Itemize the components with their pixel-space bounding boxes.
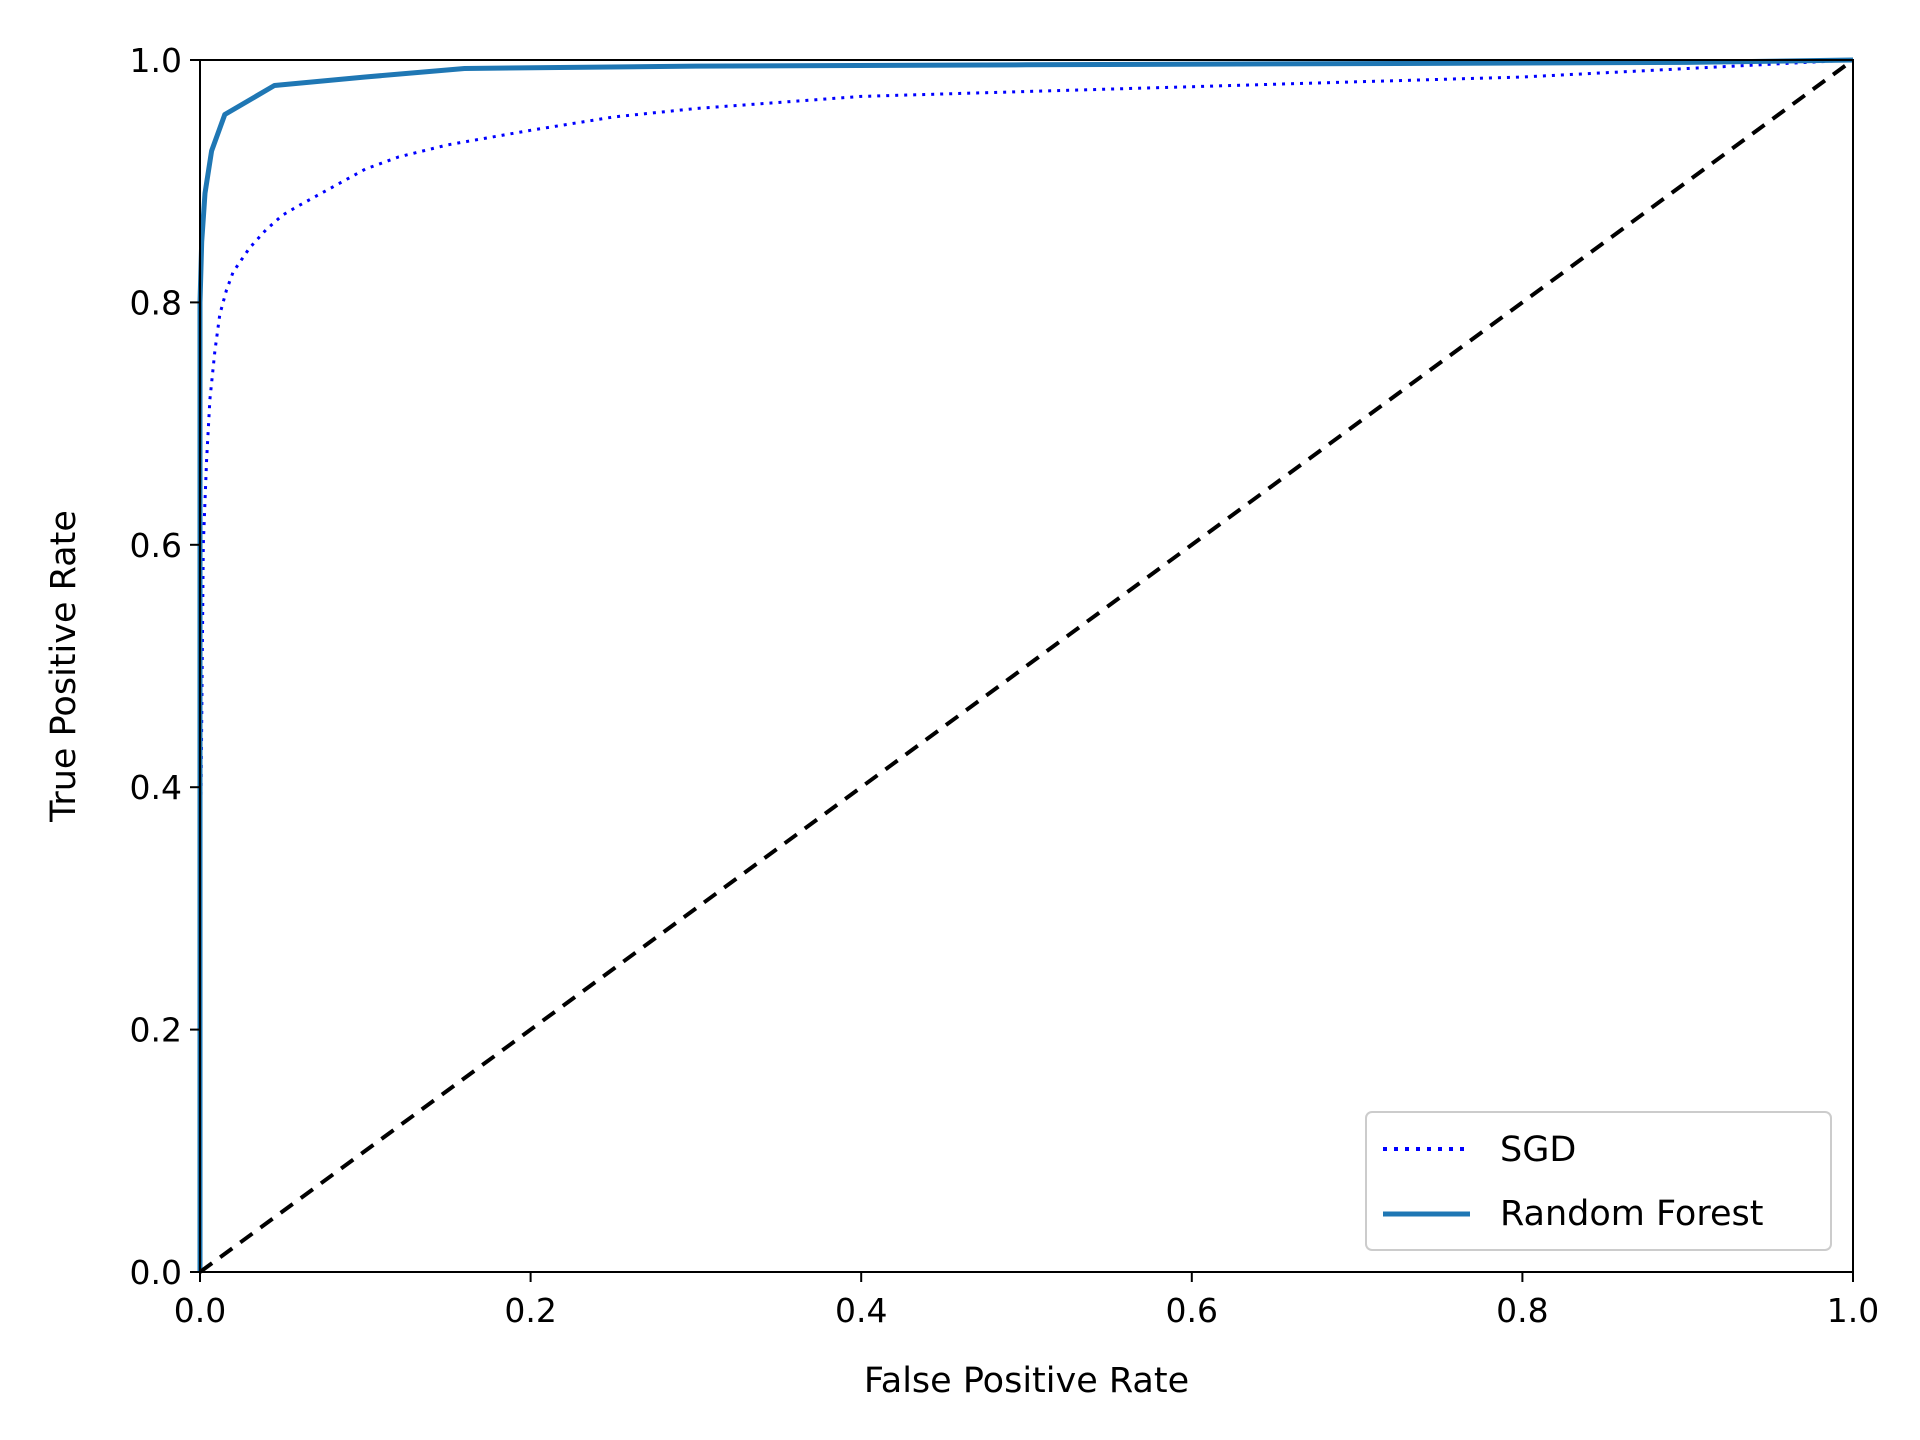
series-line-baseline [198,58,1855,1274]
series-layer [197,57,1855,1274]
x-tick-label: 0.8 [1496,1291,1548,1330]
x-tick-label: 0.6 [1166,1291,1218,1330]
y-tick-label: 0.0 [130,1253,182,1292]
legend-label-sgd: SGD [1500,1130,1576,1170]
x-axis-label: False Positive Rate [864,1361,1189,1401]
x-tick-label: 1.0 [1827,1291,1879,1330]
y-tick-label: 1.0 [130,41,182,80]
y-tick-label: 0.4 [130,768,182,807]
legend-label-random-forest: Random Forest [1500,1194,1763,1234]
y-tick-label: 0.8 [130,283,182,322]
y-tick-label: 0.2 [130,1011,182,1050]
plot-frame [199,59,1854,1273]
y-tick-label: 0.6 [130,526,182,565]
series-line-sgd [198,58,1854,1272]
x-tick-label: 0.4 [835,1291,887,1330]
legend-box [1365,1111,1832,1251]
y-axis-label: True Positive Rate [44,510,84,823]
series-line-random-forest [197,57,1854,1272]
x-tick-label: 0.0 [174,1291,226,1330]
x-tick-label: 0.2 [504,1291,556,1330]
legend: SGD Random Forest [1365,1111,1832,1251]
tick-layer: 0.0 0.2 0.4 0.6 0.8 1.0 0.0 0.2 0.4 0.6 0.8 1.0 [130,41,1880,1330]
